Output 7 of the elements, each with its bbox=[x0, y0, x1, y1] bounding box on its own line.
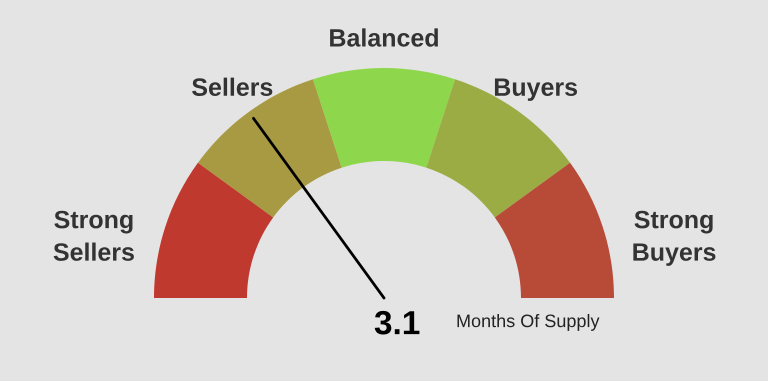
slice-label: Balanced bbox=[330, 28, 438, 47]
slice-label: Strong Buyers bbox=[633, 210, 716, 266]
text: Months Of Supply bbox=[457, 314, 600, 331]
text: 3.1 bbox=[374, 310, 420, 335]
slice-label: Sellers bbox=[192, 78, 272, 96]
slice-label: Strong Sellers bbox=[54, 210, 134, 261]
slice-label: Buyers bbox=[494, 78, 578, 101]
